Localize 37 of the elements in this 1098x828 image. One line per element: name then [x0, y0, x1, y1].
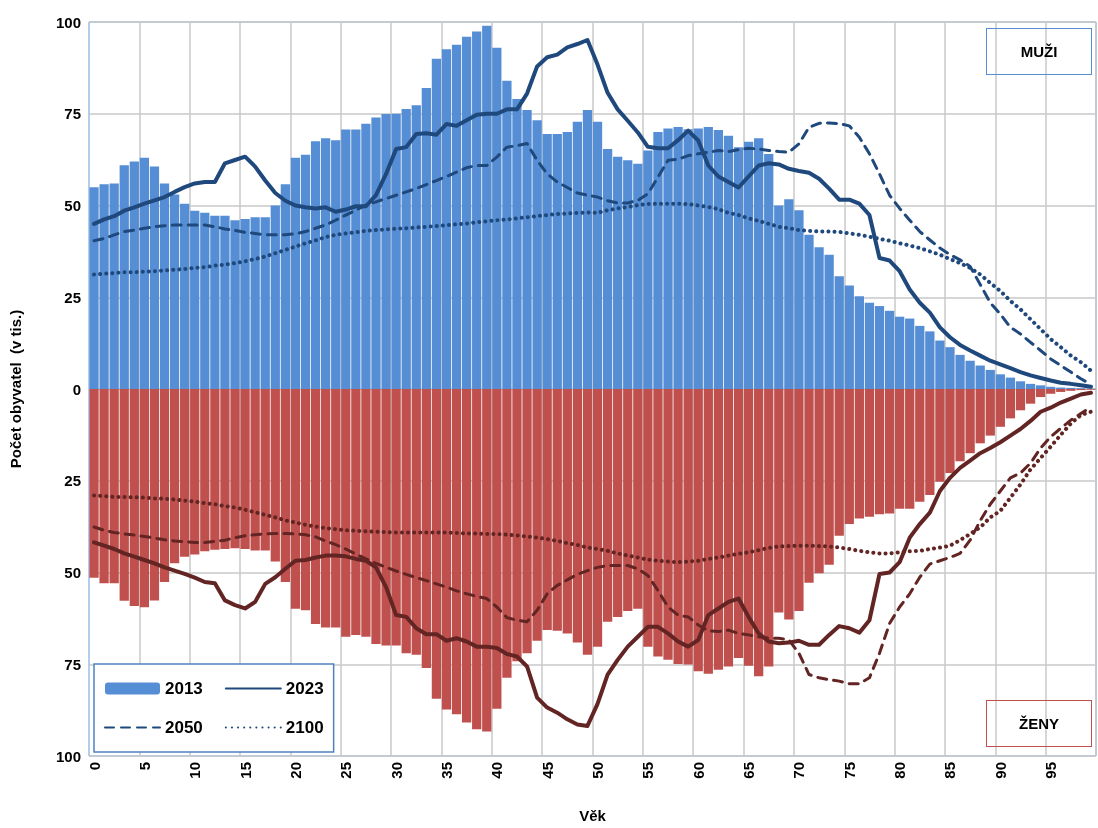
- y-tick-label: 100: [55, 747, 81, 765]
- legend-label: 2023: [285, 679, 324, 698]
- x-tick-label: 55: [639, 762, 657, 779]
- annotation: MUŽI: [986, 28, 1092, 75]
- x-tick-label: 20: [286, 762, 304, 779]
- x-tick-label: 5: [135, 762, 153, 771]
- x-tick-label: 0: [85, 762, 103, 771]
- y-tick-label: 25: [64, 288, 81, 306]
- x-tick-label: 10: [186, 762, 204, 779]
- y-tick-label: 75: [64, 105, 81, 123]
- x-tick-label: 75: [840, 762, 858, 779]
- x-tick-label: 45: [538, 762, 556, 779]
- x-tick-label: 15: [236, 762, 254, 779]
- y-tick-label: 100: [55, 13, 81, 31]
- y-tick-label: 50: [64, 564, 81, 581]
- x-tick-label: 60: [689, 762, 707, 779]
- x-tick-label: 50: [589, 762, 607, 779]
- x-tick-label: 80: [891, 762, 909, 779]
- y-axis-title: Počet obyvatel (v tis.): [7, 309, 24, 469]
- x-tick-label: 95: [1042, 762, 1060, 779]
- y-tick-label: 0: [72, 380, 81, 398]
- x-tick-label: 90: [991, 762, 1009, 779]
- legend-label: 2100: [285, 718, 324, 737]
- legend-label: 2050: [165, 718, 203, 737]
- annotation: ŽENY: [986, 700, 1092, 747]
- y-tick-label: 50: [64, 197, 81, 214]
- x-tick-label: 30: [387, 762, 405, 779]
- x-tick-label: 70: [790, 762, 808, 779]
- x-tick-label: 35: [437, 762, 455, 779]
- legend-label: 2013: [165, 679, 203, 698]
- y-tick-label: 75: [64, 655, 81, 673]
- x-tick-label: 25: [337, 762, 355, 779]
- x-tick-label: 40: [488, 762, 506, 779]
- x-tick-label: 85: [941, 762, 959, 779]
- y-tick-label: 25: [64, 472, 81, 490]
- x-axis-title: Věk: [579, 807, 607, 824]
- x-tick-label: 65: [740, 762, 758, 779]
